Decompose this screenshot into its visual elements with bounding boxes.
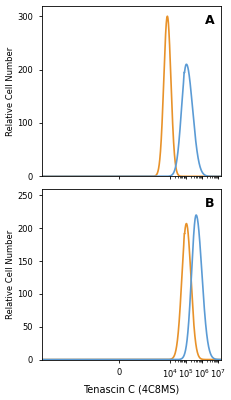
Text: B: B (204, 197, 213, 210)
Y-axis label: Relative Cell Number: Relative Cell Number (6, 46, 15, 136)
Y-axis label: Relative Cell Number: Relative Cell Number (6, 230, 15, 319)
Text: A: A (204, 14, 213, 27)
X-axis label: Tenascin C (4C8MS): Tenascin C (4C8MS) (83, 384, 179, 394)
